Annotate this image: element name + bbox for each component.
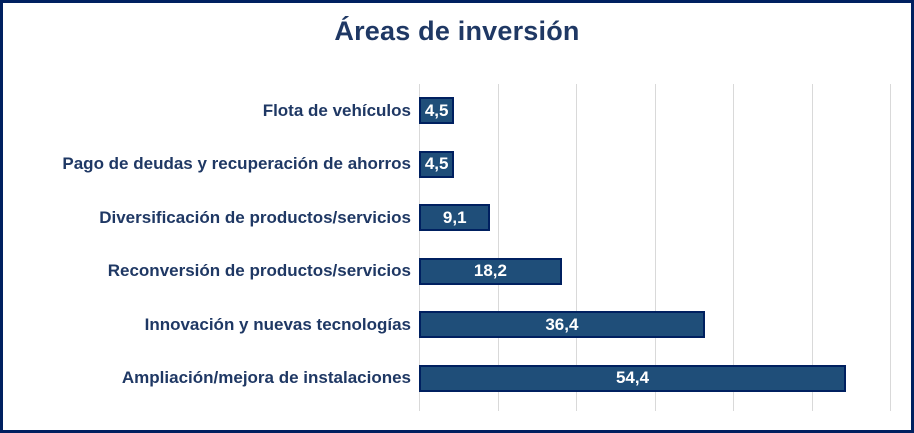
- plot-area: Flota de vehículos 4,5 Pago de deudas y re…: [3, 84, 911, 411]
- bar-row: Reconversión de productos/servicios 18,2: [3, 245, 911, 299]
- bar-row: Ampliación/mejora de instalaciones 54,4: [3, 352, 911, 406]
- bar-track: 4,5: [419, 138, 890, 192]
- bar-value-label: 9,1: [442, 207, 467, 227]
- category-label: Innovación y nuevas tecnologías: [144, 314, 411, 334]
- bar-row: Diversificación de productos/servicios 9,…: [3, 191, 911, 245]
- bar-value-label: 4,5: [424, 100, 449, 120]
- bar-row: Flota de vehículos 4,5: [3, 84, 911, 138]
- chart-title: Áreas de inversión: [334, 16, 580, 46]
- bar-track: 4,5: [419, 84, 890, 138]
- bar: 4,5: [419, 150, 455, 178]
- bar: 18,2: [419, 257, 562, 285]
- bar-track: 9,1: [419, 191, 890, 245]
- bar: 9,1: [419, 204, 491, 232]
- category-label: Reconversión de productos/servicios: [107, 261, 411, 281]
- category-label: Ampliación/mejora de instalaciones: [121, 368, 411, 388]
- bar-track: 54,4: [419, 352, 890, 406]
- category-label: Flota de vehículos: [262, 100, 411, 120]
- bar-row: Pago de deudas y recuperación de ahorros…: [3, 138, 911, 192]
- bar: 54,4: [419, 364, 847, 392]
- bar-value-label: 4,5: [424, 154, 449, 174]
- bar-value-label: 36,4: [545, 314, 579, 334]
- category-label: Pago de deudas y recuperación de ahorros: [62, 154, 411, 174]
- bar: 4,5: [419, 97, 455, 125]
- bar-row: Innovación y nuevas tecnologías 36,4: [3, 298, 911, 352]
- bar-track: 18,2: [419, 245, 890, 299]
- bar-rows: Flota de vehículos 4,5 Pago de deudas y re…: [3, 84, 911, 405]
- bar-value-label: 18,2: [473, 261, 507, 281]
- bar-track: 36,4: [419, 298, 890, 352]
- bar: 36,4: [419, 311, 705, 339]
- category-label: Diversificación de productos/servicios: [99, 207, 411, 227]
- bar-value-label: 54,4: [615, 368, 650, 388]
